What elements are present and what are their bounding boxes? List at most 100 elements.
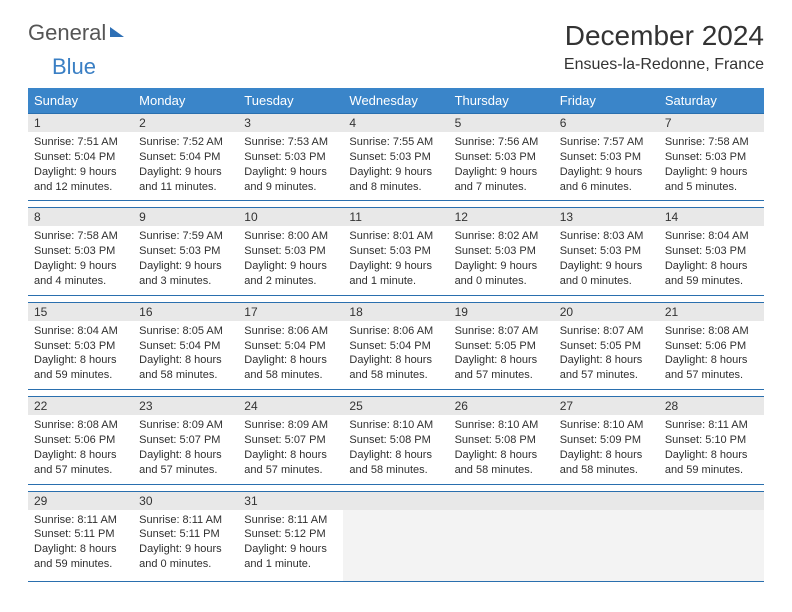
calendar-cell: 22Sunrise: 8:08 AMSunset: 5:06 PMDayligh…	[28, 397, 133, 484]
day-number: 8	[28, 208, 133, 226]
day-body: Sunrise: 7:51 AMSunset: 5:04 PMDaylight:…	[28, 132, 133, 200]
day-body: Sunrise: 7:59 AMSunset: 5:03 PMDaylight:…	[133, 226, 238, 294]
day-number: 30	[133, 492, 238, 510]
day-number: 21	[659, 303, 764, 321]
calendar-cell: 28Sunrise: 8:11 AMSunset: 5:10 PMDayligh…	[659, 397, 764, 484]
calendar-cell	[449, 491, 554, 581]
day-body: Sunrise: 8:11 AMSunset: 5:10 PMDaylight:…	[659, 415, 764, 483]
calendar-cell: 11Sunrise: 8:01 AMSunset: 5:03 PMDayligh…	[343, 208, 448, 295]
calendar-cell: 9Sunrise: 7:59 AMSunset: 5:03 PMDaylight…	[133, 208, 238, 295]
calendar-cell: 10Sunrise: 8:00 AMSunset: 5:03 PMDayligh…	[238, 208, 343, 295]
day-number: 11	[343, 208, 448, 226]
day-number: 16	[133, 303, 238, 321]
day-body: Sunrise: 8:07 AMSunset: 5:05 PMDaylight:…	[554, 321, 659, 389]
calendar-table: SundayMondayTuesdayWednesdayThursdayFrid…	[28, 88, 764, 582]
day-header: Saturday	[659, 88, 764, 114]
calendar-row: 15Sunrise: 8:04 AMSunset: 5:03 PMDayligh…	[28, 302, 764, 389]
day-body: Sunrise: 8:11 AMSunset: 5:11 PMDaylight:…	[133, 510, 238, 578]
calendar-row: 29Sunrise: 8:11 AMSunset: 5:11 PMDayligh…	[28, 491, 764, 581]
day-body: Sunrise: 8:06 AMSunset: 5:04 PMDaylight:…	[343, 321, 448, 389]
day-body: Sunrise: 8:08 AMSunset: 5:06 PMDaylight:…	[28, 415, 133, 483]
calendar-row: 8Sunrise: 7:58 AMSunset: 5:03 PMDaylight…	[28, 208, 764, 295]
calendar-cell: 14Sunrise: 8:04 AMSunset: 5:03 PMDayligh…	[659, 208, 764, 295]
day-body: Sunrise: 7:53 AMSunset: 5:03 PMDaylight:…	[238, 132, 343, 200]
day-number: 12	[449, 208, 554, 226]
calendar-body: 1Sunrise: 7:51 AMSunset: 5:04 PMDaylight…	[28, 114, 764, 582]
location: Ensues-la-Redonne, France	[564, 56, 764, 74]
day-number: 24	[238, 397, 343, 415]
day-body: Sunrise: 7:56 AMSunset: 5:03 PMDaylight:…	[449, 132, 554, 200]
calendar-cell: 27Sunrise: 8:10 AMSunset: 5:09 PMDayligh…	[554, 397, 659, 484]
calendar-cell: 26Sunrise: 8:10 AMSunset: 5:08 PMDayligh…	[449, 397, 554, 484]
day-body: Sunrise: 8:05 AMSunset: 5:04 PMDaylight:…	[133, 321, 238, 389]
day-body: Sunrise: 8:09 AMSunset: 5:07 PMDaylight:…	[238, 415, 343, 483]
calendar-row: 22Sunrise: 8:08 AMSunset: 5:06 PMDayligh…	[28, 397, 764, 484]
day-number: 18	[343, 303, 448, 321]
day-header: Thursday	[449, 88, 554, 114]
calendar-cell: 17Sunrise: 8:06 AMSunset: 5:04 PMDayligh…	[238, 302, 343, 389]
calendar-cell: 4Sunrise: 7:55 AMSunset: 5:03 PMDaylight…	[343, 114, 448, 201]
calendar-cell: 8Sunrise: 7:58 AMSunset: 5:03 PMDaylight…	[28, 208, 133, 295]
day-number: 28	[659, 397, 764, 415]
day-body: Sunrise: 8:11 AMSunset: 5:11 PMDaylight:…	[28, 510, 133, 578]
day-number: 19	[449, 303, 554, 321]
day-number-empty	[343, 492, 448, 510]
day-body: Sunrise: 7:58 AMSunset: 5:03 PMDaylight:…	[659, 132, 764, 200]
day-body: Sunrise: 8:04 AMSunset: 5:03 PMDaylight:…	[659, 226, 764, 294]
day-number: 22	[28, 397, 133, 415]
calendar-cell: 31Sunrise: 8:11 AMSunset: 5:12 PMDayligh…	[238, 491, 343, 581]
day-number: 23	[133, 397, 238, 415]
day-number-empty	[554, 492, 659, 510]
day-number: 15	[28, 303, 133, 321]
day-number: 10	[238, 208, 343, 226]
day-header: Friday	[554, 88, 659, 114]
calendar-cell: 3Sunrise: 7:53 AMSunset: 5:03 PMDaylight…	[238, 114, 343, 201]
logo: General	[28, 20, 126, 46]
day-number: 14	[659, 208, 764, 226]
calendar-cell	[343, 491, 448, 581]
day-number: 20	[554, 303, 659, 321]
day-number: 6	[554, 114, 659, 132]
day-number: 31	[238, 492, 343, 510]
day-body: Sunrise: 8:04 AMSunset: 5:03 PMDaylight:…	[28, 321, 133, 389]
calendar-cell: 6Sunrise: 7:57 AMSunset: 5:03 PMDaylight…	[554, 114, 659, 201]
calendar-cell: 16Sunrise: 8:05 AMSunset: 5:04 PMDayligh…	[133, 302, 238, 389]
day-number-empty	[449, 492, 554, 510]
day-number: 7	[659, 114, 764, 132]
calendar-cell: 24Sunrise: 8:09 AMSunset: 5:07 PMDayligh…	[238, 397, 343, 484]
day-body: Sunrise: 8:02 AMSunset: 5:03 PMDaylight:…	[449, 226, 554, 294]
logo-text-blue: Blue	[52, 54, 96, 79]
day-body: Sunrise: 8:09 AMSunset: 5:07 PMDaylight:…	[133, 415, 238, 483]
calendar-head: SundayMondayTuesdayWednesdayThursdayFrid…	[28, 88, 764, 114]
day-body: Sunrise: 8:11 AMSunset: 5:12 PMDaylight:…	[238, 510, 343, 578]
day-number: 4	[343, 114, 448, 132]
calendar-cell: 20Sunrise: 8:07 AMSunset: 5:05 PMDayligh…	[554, 302, 659, 389]
day-body: Sunrise: 8:06 AMSunset: 5:04 PMDaylight:…	[238, 321, 343, 389]
day-number: 27	[554, 397, 659, 415]
day-body: Sunrise: 8:08 AMSunset: 5:06 PMDaylight:…	[659, 321, 764, 389]
empty-day	[449, 510, 554, 581]
calendar-cell: 12Sunrise: 8:02 AMSunset: 5:03 PMDayligh…	[449, 208, 554, 295]
calendar-cell: 2Sunrise: 7:52 AMSunset: 5:04 PMDaylight…	[133, 114, 238, 201]
empty-day	[659, 510, 764, 581]
empty-day	[554, 510, 659, 581]
calendar-cell: 15Sunrise: 8:04 AMSunset: 5:03 PMDayligh…	[28, 302, 133, 389]
calendar-cell: 5Sunrise: 7:56 AMSunset: 5:03 PMDaylight…	[449, 114, 554, 201]
day-body: Sunrise: 7:55 AMSunset: 5:03 PMDaylight:…	[343, 132, 448, 200]
calendar-row: 1Sunrise: 7:51 AMSunset: 5:04 PMDaylight…	[28, 114, 764, 201]
calendar-cell: 19Sunrise: 8:07 AMSunset: 5:05 PMDayligh…	[449, 302, 554, 389]
calendar-cell: 1Sunrise: 7:51 AMSunset: 5:04 PMDaylight…	[28, 114, 133, 201]
day-number: 13	[554, 208, 659, 226]
day-body: Sunrise: 8:10 AMSunset: 5:09 PMDaylight:…	[554, 415, 659, 483]
day-body: Sunrise: 8:01 AMSunset: 5:03 PMDaylight:…	[343, 226, 448, 294]
month-title: December 2024	[564, 20, 764, 52]
calendar-cell: 7Sunrise: 7:58 AMSunset: 5:03 PMDaylight…	[659, 114, 764, 201]
day-number: 25	[343, 397, 448, 415]
day-number-empty	[659, 492, 764, 510]
day-body: Sunrise: 7:52 AMSunset: 5:04 PMDaylight:…	[133, 132, 238, 200]
day-number: 1	[28, 114, 133, 132]
day-number: 2	[133, 114, 238, 132]
day-body: Sunrise: 8:10 AMSunset: 5:08 PMDaylight:…	[343, 415, 448, 483]
calendar-cell: 30Sunrise: 8:11 AMSunset: 5:11 PMDayligh…	[133, 491, 238, 581]
calendar-cell: 29Sunrise: 8:11 AMSunset: 5:11 PMDayligh…	[28, 491, 133, 581]
